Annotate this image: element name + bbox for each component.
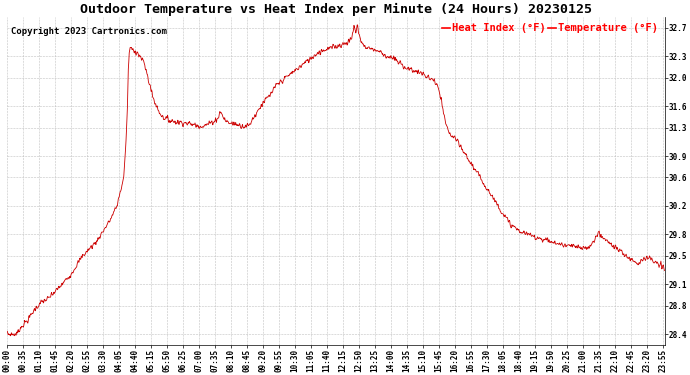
- Text: Copyright 2023 Cartronics.com: Copyright 2023 Cartronics.com: [10, 27, 166, 36]
- Legend: Heat Index (°F), Temperature (°F): Heat Index (°F), Temperature (°F): [441, 22, 660, 34]
- Title: Outdoor Temperature vs Heat Index per Minute (24 Hours) 20230125: Outdoor Temperature vs Heat Index per Mi…: [80, 3, 592, 16]
